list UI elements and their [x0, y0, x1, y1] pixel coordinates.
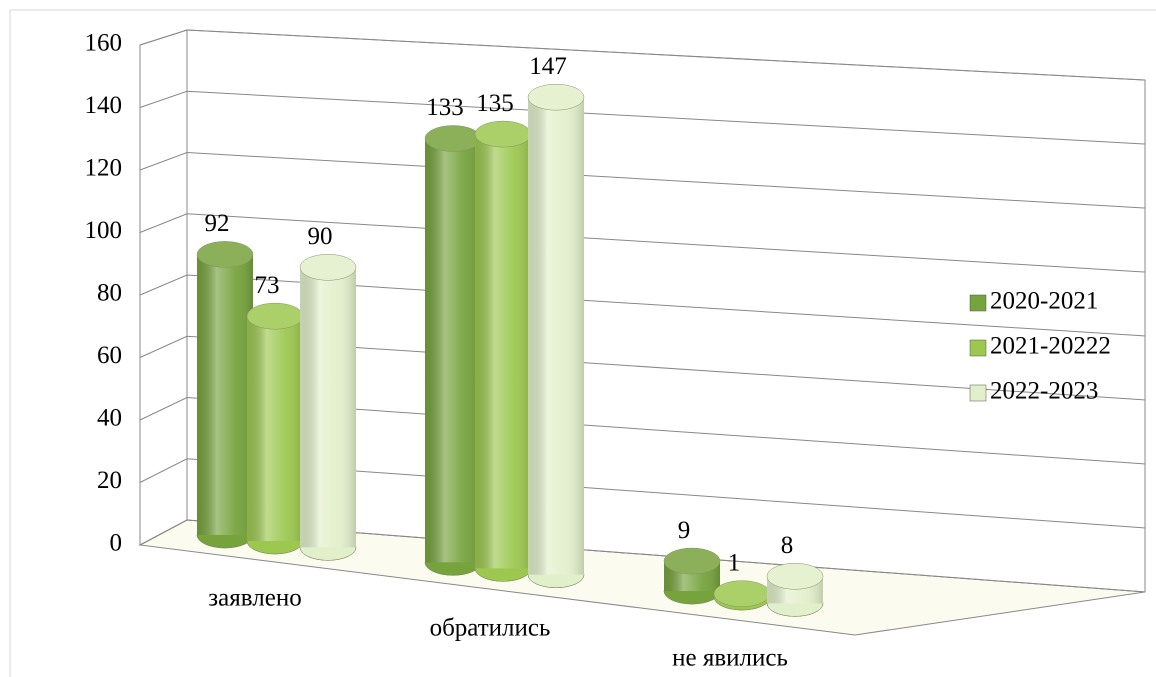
bar-shade — [766, 603, 824, 617]
grid-line — [139, 90, 1146, 145]
grid-line — [139, 151, 1146, 209]
bar-top-shade — [425, 125, 481, 152]
bar-top-shade — [528, 84, 584, 111]
value-label: 1 — [728, 549, 741, 576]
bar-shade — [528, 97, 584, 575]
bar-top — [299, 254, 357, 281]
bar-top — [196, 241, 254, 268]
value-label: 147 — [529, 53, 567, 80]
value-label: 92 — [205, 210, 230, 237]
bar-top — [766, 563, 824, 590]
y-tick-label: 160 — [85, 30, 123, 57]
bar-top — [527, 83, 585, 111]
bar-top-shade — [714, 580, 770, 607]
value-label: 9 — [678, 517, 691, 544]
bar-top-shade — [247, 303, 303, 330]
value-label: 8 — [781, 532, 794, 559]
y-tick-label: 20 — [97, 467, 122, 494]
bar-top-shade — [767, 563, 823, 590]
y-tick-label: 140 — [85, 92, 123, 119]
bar-shade — [475, 134, 531, 569]
grid-line — [139, 458, 1146, 529]
x-tick-label: обратились — [430, 615, 551, 642]
y-tick-label: 100 — [85, 217, 123, 244]
grid-line — [139, 519, 1146, 593]
y-tick-label: 0 — [110, 530, 123, 557]
bar-shade — [527, 574, 585, 588]
grid-line — [139, 335, 1146, 401]
value-label: 133 — [426, 94, 464, 121]
legend-label: 2021-20222 — [990, 333, 1111, 360]
legend-swatch — [969, 339, 987, 357]
bar-top-shade — [197, 241, 253, 268]
bar-shade — [300, 267, 356, 548]
legend-label: 2022-2023 — [990, 378, 1098, 405]
legend-label: 2020-2021 — [990, 288, 1098, 315]
grid-line — [139, 29, 1146, 81]
y-tick-label: 80 — [97, 280, 122, 307]
bar-shade — [299, 547, 357, 561]
x-tick-label: не явились — [672, 645, 788, 672]
bar-top-shade — [475, 121, 531, 148]
left-wall — [139, 29, 188, 546]
bar-top — [663, 547, 721, 575]
x-tick-label: заявлено — [208, 585, 301, 612]
grid-line — [139, 396, 1146, 465]
bar-shade — [197, 254, 253, 535]
value-label: 73 — [255, 272, 280, 299]
frame — [9, 9, 1156, 677]
value-label: 135 — [476, 90, 514, 117]
grid-line — [139, 274, 1146, 337]
grid-line — [139, 213, 1146, 273]
legend-swatch — [969, 294, 987, 312]
bar-shade — [247, 316, 303, 541]
bar-top-shade — [300, 254, 356, 281]
bar-top-shade — [664, 548, 720, 575]
legend-swatch — [969, 384, 987, 402]
y-tick-label: 40 — [97, 405, 122, 432]
y-tick-label: 120 — [85, 155, 123, 182]
value-label: 90 — [308, 223, 333, 250]
y-tick-label: 60 — [97, 342, 122, 369]
bar-shade — [425, 138, 481, 563]
